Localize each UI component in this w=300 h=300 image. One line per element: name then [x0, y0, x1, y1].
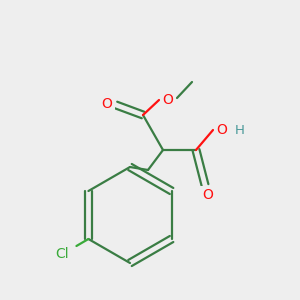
- Text: O: O: [217, 123, 227, 137]
- Text: O: O: [202, 188, 213, 202]
- Text: O: O: [163, 93, 173, 107]
- Text: O: O: [102, 97, 112, 111]
- Text: Cl: Cl: [56, 247, 69, 261]
- Text: H: H: [235, 124, 245, 136]
